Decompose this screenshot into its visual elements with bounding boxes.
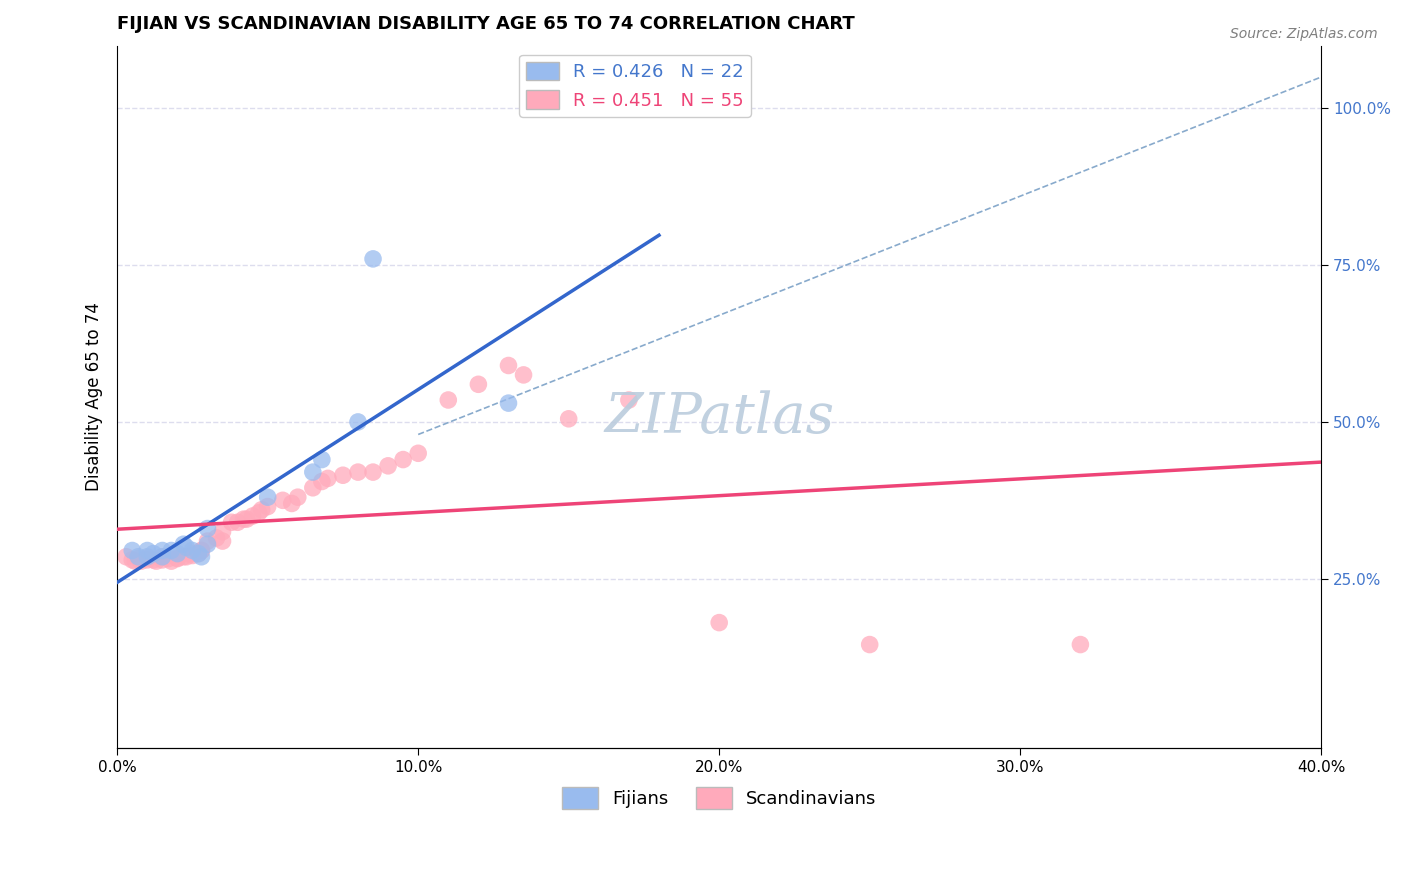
Point — [709, 615, 731, 630]
Text: ZIPatlas: ZIPatlas — [605, 391, 834, 445]
Point — [347, 415, 370, 429]
Point — [150, 549, 173, 564]
Point — [287, 490, 309, 504]
Point — [361, 252, 384, 266]
Point — [242, 508, 264, 523]
Point — [235, 512, 257, 526]
Point — [232, 512, 254, 526]
Point — [377, 458, 399, 473]
Point — [498, 359, 520, 373]
Point — [142, 553, 165, 567]
Point — [347, 465, 370, 479]
Point — [124, 554, 146, 568]
Point — [160, 554, 183, 568]
Point — [221, 516, 243, 530]
Point — [121, 543, 143, 558]
Point — [512, 368, 534, 382]
Point — [332, 468, 354, 483]
Point — [187, 547, 209, 561]
Point — [498, 396, 520, 410]
Point — [157, 551, 180, 566]
Point — [197, 522, 219, 536]
Point — [190, 543, 212, 558]
Text: FIJIAN VS SCANDINAVIAN DISABILITY AGE 65 TO 74 CORRELATION CHART: FIJIAN VS SCANDINAVIAN DISABILITY AGE 65… — [117, 15, 855, 33]
Point — [129, 554, 152, 568]
Point — [311, 452, 333, 467]
Point — [172, 537, 194, 551]
Point — [136, 543, 159, 558]
Point — [859, 638, 882, 652]
Point — [256, 500, 278, 514]
Point — [121, 553, 143, 567]
Point — [176, 549, 198, 564]
Point — [181, 549, 204, 563]
Point — [467, 377, 489, 392]
Point — [197, 534, 219, 549]
Point — [226, 516, 249, 530]
Point — [166, 551, 188, 566]
Point — [142, 547, 165, 561]
Point — [172, 549, 194, 564]
Point — [211, 534, 233, 549]
Point — [181, 547, 204, 561]
Point — [392, 452, 415, 467]
Point — [127, 551, 149, 566]
Point — [406, 446, 429, 460]
Point — [150, 549, 173, 564]
Point — [181, 543, 204, 558]
Point — [166, 551, 188, 566]
Point — [115, 549, 138, 564]
Point — [281, 496, 304, 510]
Point — [190, 543, 212, 558]
Text: Source: ZipAtlas.com: Source: ZipAtlas.com — [1230, 27, 1378, 41]
Point — [136, 553, 159, 567]
Point — [166, 547, 188, 561]
Point — [197, 537, 219, 551]
Point — [437, 392, 460, 407]
Point — [145, 554, 167, 568]
Point — [302, 465, 325, 479]
Point — [302, 481, 325, 495]
Y-axis label: Disability Age 65 to 74: Disability Age 65 to 74 — [86, 302, 103, 491]
Point — [271, 493, 294, 508]
Point — [136, 551, 159, 566]
Point — [361, 465, 384, 479]
Point — [190, 549, 212, 564]
Point — [187, 547, 209, 561]
Point — [250, 502, 273, 516]
Point — [1069, 638, 1091, 652]
Point — [150, 543, 173, 558]
Point — [176, 541, 198, 555]
Point — [256, 490, 278, 504]
Point — [617, 392, 640, 407]
Legend: Fijians, Scandinavians: Fijians, Scandinavians — [554, 780, 884, 816]
Point — [150, 553, 173, 567]
Point — [211, 524, 233, 539]
Point — [557, 412, 579, 426]
Point — [311, 475, 333, 489]
Point — [127, 549, 149, 564]
Point — [316, 471, 339, 485]
Point — [160, 543, 183, 558]
Point — [247, 506, 270, 520]
Point — [205, 531, 228, 545]
Point — [136, 549, 159, 564]
